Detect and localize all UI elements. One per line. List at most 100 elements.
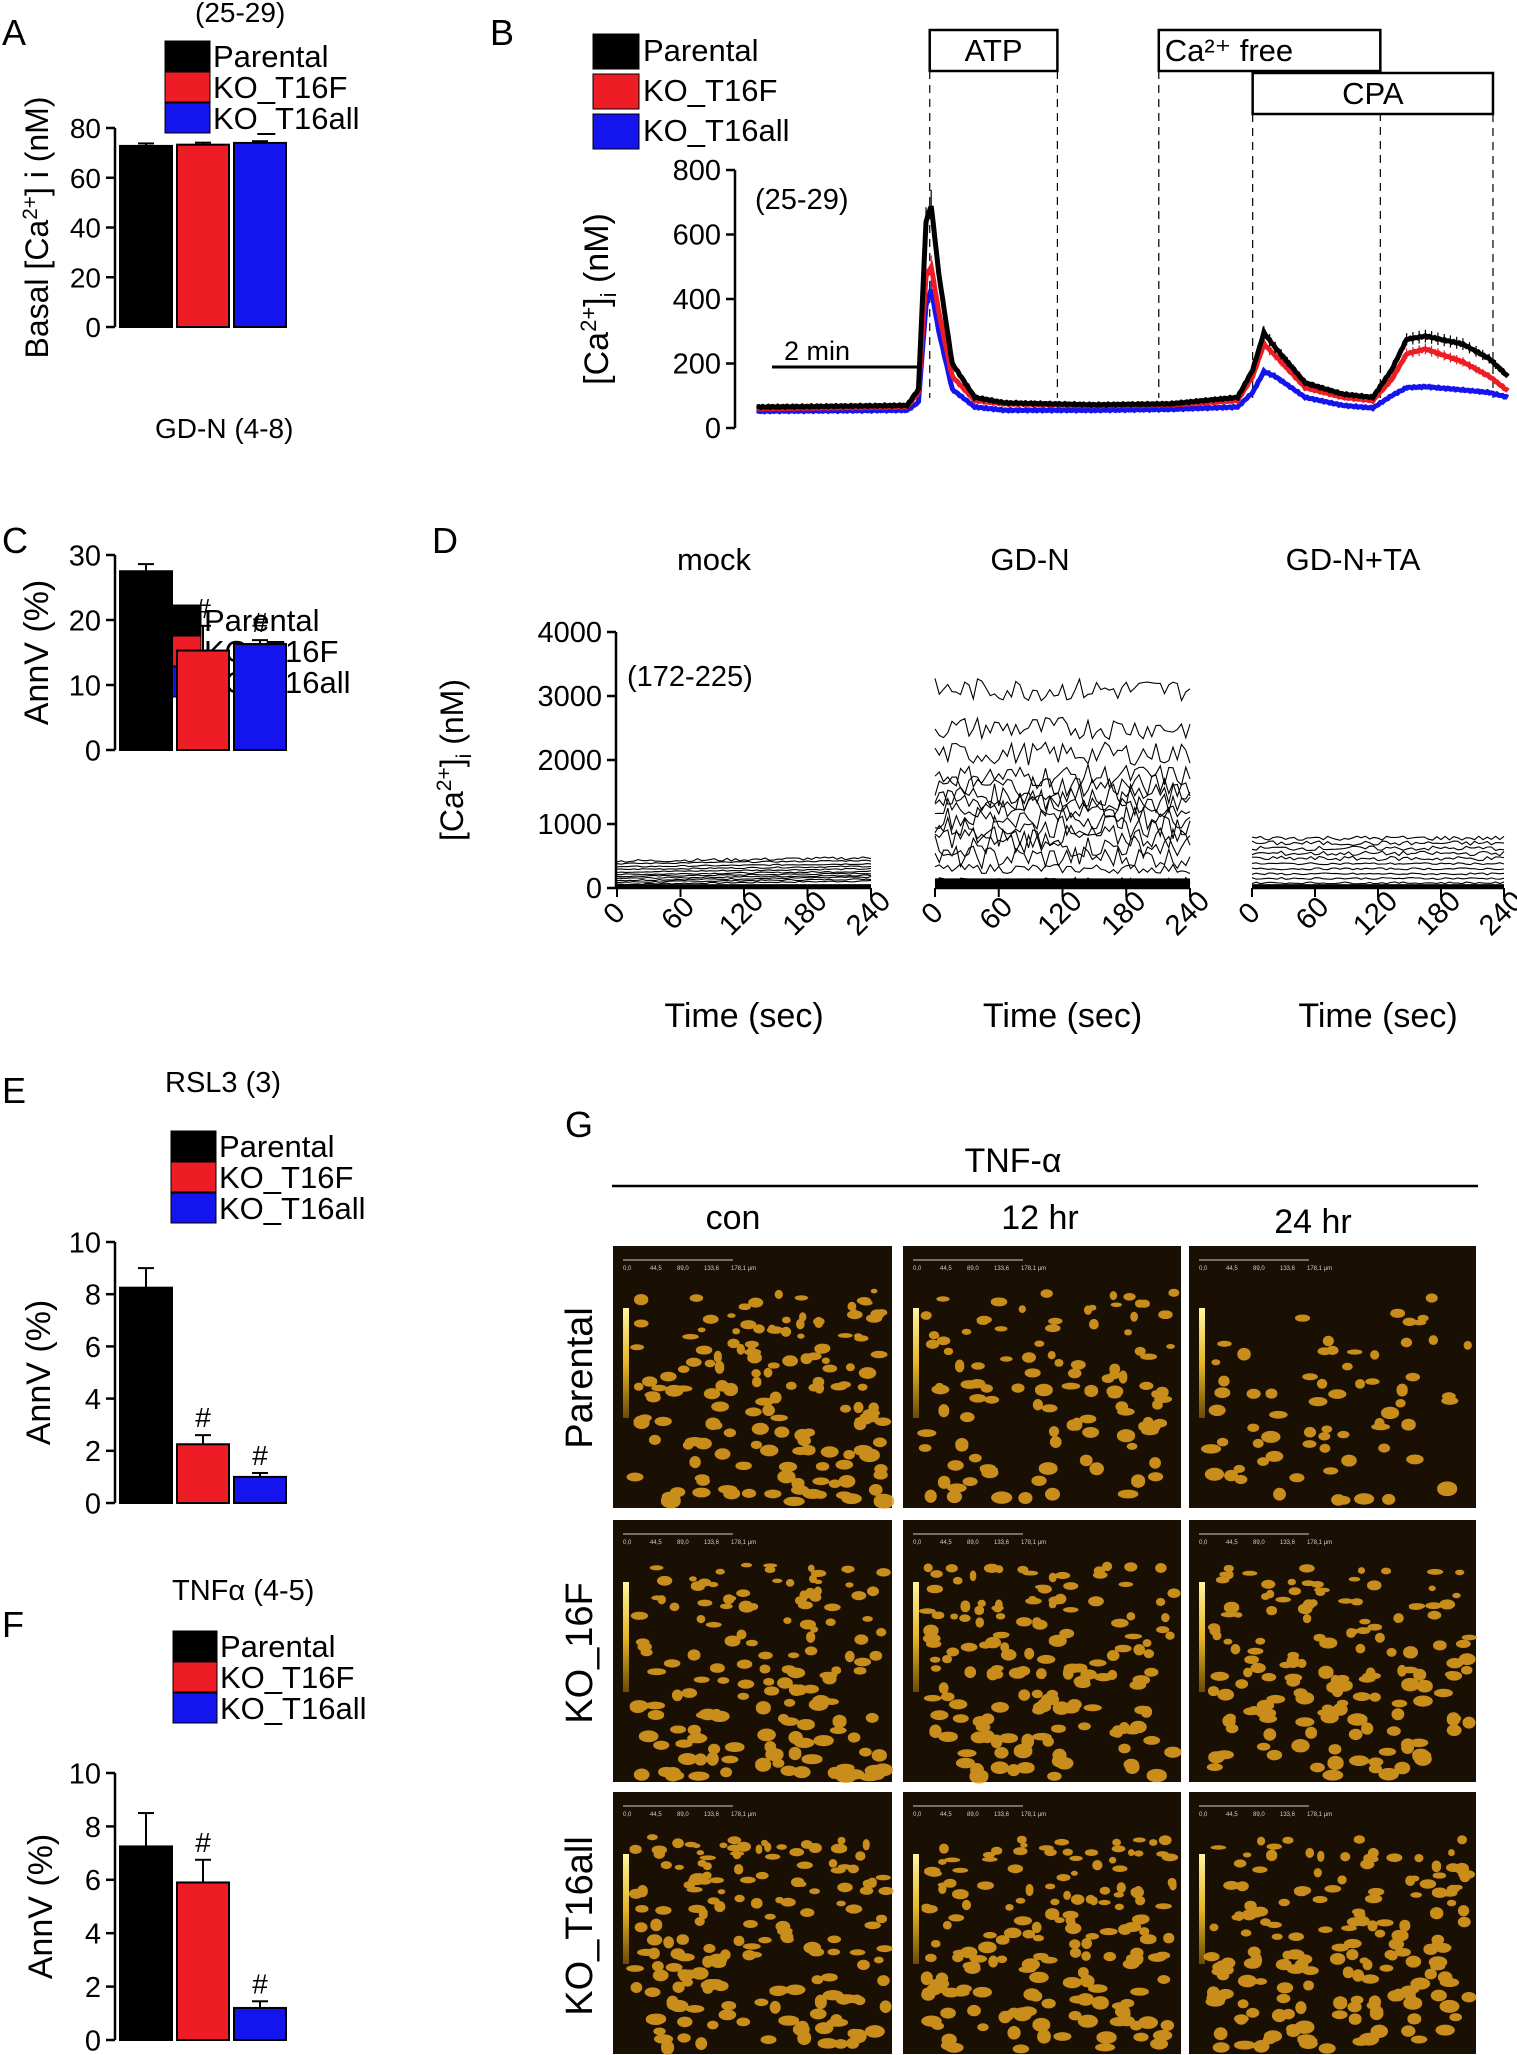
significance-mark: # bbox=[195, 593, 211, 624]
y-tick-label: 0 bbox=[85, 2025, 101, 2055]
cell-trace bbox=[934, 824, 1191, 850]
y-tick-label: 400 bbox=[673, 284, 721, 316]
series-errorbars-KO_T16F bbox=[756, 255, 1503, 410]
legend-swatch bbox=[170, 1130, 217, 1162]
micrograph-scale-label: 0,0 bbox=[623, 1812, 632, 1818]
x-tick-label: 180 bbox=[1095, 885, 1152, 942]
legend-entry: KO_T16F bbox=[643, 73, 777, 108]
legend-entry: KO_T16all bbox=[219, 1191, 365, 1226]
cell-trace bbox=[1251, 872, 1505, 876]
x-tick-label: 120 bbox=[713, 885, 770, 942]
cell-trace bbox=[616, 878, 872, 884]
micrograph-colorbar bbox=[1199, 1582, 1205, 1692]
x-axis-label: Time (sec) bbox=[983, 997, 1142, 1035]
cell-trace bbox=[934, 863, 1191, 875]
micrograph-background bbox=[1189, 1792, 1476, 2054]
legend-swatch bbox=[172, 1692, 218, 1724]
chart-n-label: (25-29) bbox=[755, 184, 849, 216]
y-tick-label: 80 bbox=[70, 113, 101, 144]
bar bbox=[233, 2006, 287, 2041]
micrograph-cells bbox=[629, 1562, 893, 1784]
panel-g-images: TNF-α con 12 hr 24 hr Parental KO_16F KO… bbox=[559, 1142, 1478, 2055]
y-tick-label: 1000 bbox=[537, 809, 602, 841]
micrograph-cells bbox=[626, 1288, 895, 1509]
micrograph-background bbox=[1189, 1246, 1476, 1508]
y-axis-label: [Ca2+]i (nM) bbox=[433, 679, 476, 841]
legend-entry: Parental bbox=[643, 33, 758, 68]
micrograph-scale-label: 133,6 bbox=[994, 1266, 1010, 1272]
panel-g-row-ko16f: KO_16F bbox=[559, 1582, 601, 1724]
cell-trace bbox=[934, 844, 1191, 871]
cell-trace bbox=[616, 874, 872, 880]
chart-title: GD-N (4-8) bbox=[155, 413, 293, 444]
treatment-label: Ca²⁺ free bbox=[1165, 33, 1293, 68]
y-tick-label: 60 bbox=[70, 163, 101, 194]
x-axis-label: Time (sec) bbox=[664, 997, 823, 1035]
y-tick-label: 0 bbox=[705, 413, 721, 445]
micrograph-scale-label: 44,5 bbox=[940, 1540, 952, 1546]
bar bbox=[119, 144, 173, 328]
micrograph-scale-label: 178,1 µm bbox=[731, 1812, 756, 1818]
panel-letter-f: F bbox=[2, 1604, 24, 1645]
micrograph-Parental-12 hr: 0,0 44,5 89,0 133,6 178,1 µm bbox=[903, 1246, 1181, 1508]
legend-swatch bbox=[592, 33, 640, 70]
micrograph-scale-label: 0,0 bbox=[913, 1266, 922, 1272]
legend-entry: KO_T16F bbox=[220, 1660, 354, 1695]
panel-g-row-kot16all: KO_T16all bbox=[559, 1836, 601, 2016]
subplot-title: GD-N bbox=[990, 542, 1069, 577]
y-tick-label: 0 bbox=[85, 312, 101, 343]
micrograph-scale-label: 44,5 bbox=[1226, 1540, 1238, 1546]
panel-letter-a: A bbox=[2, 12, 26, 53]
legend-swatch bbox=[164, 71, 211, 103]
micrograph-scale-label: 178,1 µm bbox=[1307, 1266, 1332, 1272]
cell-trace bbox=[1251, 876, 1505, 880]
micrograph-scale-label: 44,5 bbox=[650, 1266, 662, 1272]
significance-mark: # bbox=[195, 1402, 211, 1433]
micrograph-KO_16F-con: 0,0 44,5 89,0 133,6 178,1 µm bbox=[613, 1520, 893, 1784]
cell-trace bbox=[934, 716, 1191, 741]
cell-trace bbox=[616, 875, 872, 882]
y-tick-label: 2 bbox=[85, 1972, 101, 2004]
significance-mark: # bbox=[252, 607, 268, 638]
chart-title: RSL3 (3) bbox=[165, 1067, 281, 1099]
micrograph-colorbar bbox=[913, 1854, 919, 1964]
micrograph-background bbox=[613, 1520, 892, 1782]
y-axis-label: AnnV (%) bbox=[18, 580, 56, 726]
legend-entry: Parental bbox=[213, 39, 328, 74]
cell-trace bbox=[1251, 835, 1505, 841]
x-tick-label: 0 bbox=[598, 897, 632, 931]
micrograph-colorbar bbox=[913, 1582, 919, 1692]
cell-trace bbox=[1252, 855, 1505, 862]
micrograph-scale-label: 0,0 bbox=[623, 1540, 632, 1546]
cell-trace bbox=[934, 788, 1191, 814]
y-tick-label: 40 bbox=[70, 213, 101, 244]
micrograph-scale-label: 133,6 bbox=[1280, 1812, 1296, 1818]
micrograph-scale-label: 0,0 bbox=[913, 1540, 922, 1546]
micrograph-scale-label: 89,0 bbox=[677, 1266, 689, 1272]
micrograph-KO_16F-24 hr: 0,0 44,5 89,0 133,6 178,1 µm bbox=[1189, 1520, 1477, 1782]
cell-trace bbox=[934, 762, 1191, 789]
micrograph-scale-label: 133,6 bbox=[994, 1812, 1010, 1818]
y-axis-label: AnnV (%) bbox=[20, 1300, 58, 1446]
y-tick-label: 6 bbox=[85, 1332, 101, 1364]
micrograph-scale-label: 133,6 bbox=[1280, 1266, 1296, 1272]
y-axis-label: [Ca2+]i (nM) bbox=[576, 213, 621, 385]
x-tick-label: 180 bbox=[777, 885, 834, 942]
bar bbox=[233, 1475, 287, 1505]
micrograph-scale-label: 44,5 bbox=[650, 1540, 662, 1546]
cell-trace bbox=[617, 870, 872, 876]
significance-mark: # bbox=[252, 1440, 268, 1471]
legend-swatch bbox=[172, 1661, 218, 1693]
cell-trace bbox=[616, 856, 872, 863]
cell-trace bbox=[616, 867, 872, 874]
baseline-trace-band bbox=[1252, 884, 1504, 888]
x-tick-label: 120 bbox=[1032, 885, 1089, 942]
bar bbox=[176, 1881, 230, 2041]
micrograph-scale-label: 89,0 bbox=[677, 1812, 689, 1818]
cell-trace bbox=[616, 872, 872, 878]
micrograph-scale-label: 44,5 bbox=[940, 1266, 952, 1272]
x-tick-label: 240 bbox=[1473, 885, 1517, 942]
y-tick-label: 3000 bbox=[537, 681, 602, 713]
series-errorbars-KO_T16all bbox=[756, 279, 1503, 413]
cell-trace bbox=[934, 741, 1191, 766]
